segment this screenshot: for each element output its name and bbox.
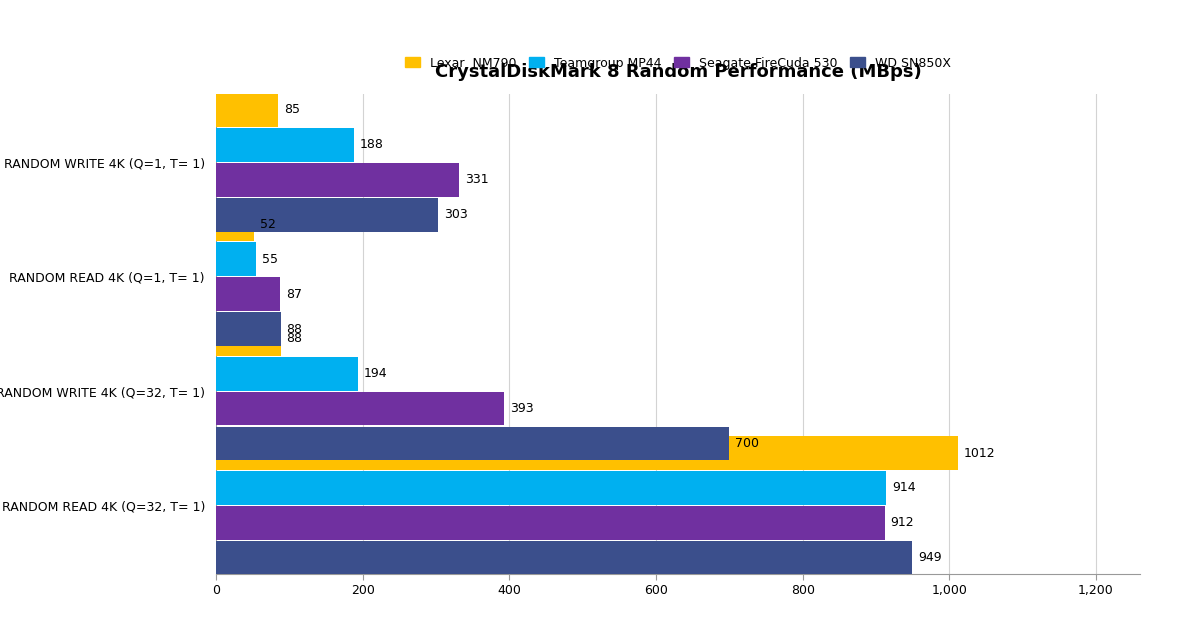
Text: 1012: 1012 xyxy=(964,447,996,459)
Text: 88: 88 xyxy=(287,323,302,336)
Text: 331: 331 xyxy=(464,173,488,186)
Bar xyxy=(216,506,884,540)
Bar xyxy=(216,277,280,311)
Title: CrystalDiskMark 8 Random Performance (MBps): CrystalDiskMark 8 Random Performance (MB… xyxy=(434,63,922,81)
Text: 88: 88 xyxy=(287,332,302,345)
Text: 87: 87 xyxy=(286,288,301,301)
Text: 85: 85 xyxy=(284,104,300,116)
Bar xyxy=(216,392,504,426)
Bar xyxy=(216,471,887,505)
Bar xyxy=(216,163,458,197)
Text: 194: 194 xyxy=(364,367,388,380)
Bar xyxy=(216,207,254,241)
Text: 188: 188 xyxy=(360,139,384,151)
Bar xyxy=(216,436,958,470)
Bar xyxy=(216,321,281,356)
Bar xyxy=(216,356,359,391)
Text: 912: 912 xyxy=(890,517,914,529)
Legend: Lexar  NM790, Teamgroup MP44, Seagate FireCuda 530, WD SN850X: Lexar NM790, Teamgroup MP44, Seagate Fir… xyxy=(406,57,952,70)
Text: 949: 949 xyxy=(918,552,942,564)
Bar xyxy=(216,312,281,346)
Bar xyxy=(216,541,912,575)
Bar xyxy=(216,427,730,461)
Bar xyxy=(216,128,354,162)
Text: 914: 914 xyxy=(892,482,916,494)
Text: 303: 303 xyxy=(444,208,468,221)
Bar xyxy=(216,93,278,127)
Bar xyxy=(216,242,257,276)
Text: 393: 393 xyxy=(510,402,534,415)
Text: 52: 52 xyxy=(260,218,276,231)
Bar xyxy=(216,198,438,232)
Text: 55: 55 xyxy=(262,253,278,266)
Text: 700: 700 xyxy=(736,437,760,450)
